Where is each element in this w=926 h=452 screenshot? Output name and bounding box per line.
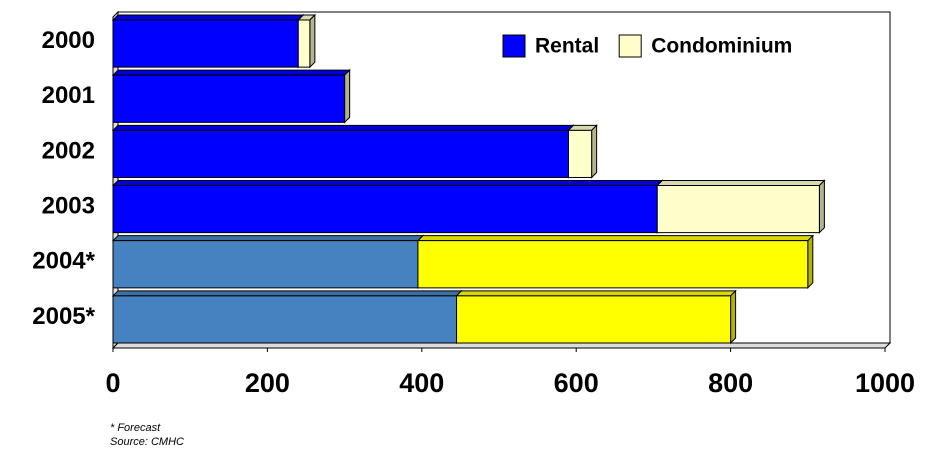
- bar-segment: [111, 124, 575, 179]
- bar-segment: [567, 124, 598, 179]
- bar-face: [455, 290, 737, 297]
- x-tick-label: 800: [708, 368, 753, 398]
- legend-swatch: [502, 34, 526, 58]
- bar-face: [456, 295, 732, 344]
- bar-face: [111, 235, 425, 242]
- bar-face: [807, 234, 814, 290]
- bar-face: [112, 185, 658, 234]
- y-tick-label: 2004*: [32, 248, 95, 275]
- y-tick-label: 2000: [42, 27, 95, 54]
- bar-face: [730, 289, 737, 345]
- bar-face: [417, 240, 809, 289]
- bar-face: [567, 129, 593, 178]
- bar-segment: [111, 234, 425, 290]
- y-tick-label: 2001: [42, 82, 95, 109]
- bar-face: [818, 179, 825, 234]
- x-tick-label: 200: [245, 368, 290, 398]
- bar-face: [591, 124, 598, 179]
- x-tick-label: 0: [105, 368, 120, 398]
- bar-face: [416, 235, 815, 242]
- footnote: * Forecast: [110, 422, 161, 434]
- bar-face: [112, 295, 458, 344]
- x-tick-label: 1000: [855, 368, 915, 398]
- bar-face: [111, 124, 575, 131]
- bar-segment: [111, 179, 664, 234]
- bar-face: [344, 68, 351, 124]
- bar-segment: [111, 289, 463, 345]
- bar-face: [112, 74, 346, 123]
- bar-face: [112, 19, 299, 68]
- legend-label: Rental: [535, 35, 599, 58]
- bar-face: [111, 14, 305, 21]
- bar-segment: [455, 289, 737, 345]
- bar-segment: [111, 13, 305, 69]
- x-tick-label: 600: [554, 368, 599, 398]
- bar-segment: [416, 234, 815, 290]
- source: Source: CMHC: [110, 436, 184, 448]
- bar-face: [656, 185, 820, 234]
- bar-face: [297, 19, 311, 68]
- bar-segment: [297, 13, 317, 69]
- y-tick-label: 2005*: [32, 303, 95, 330]
- bar-face: [112, 240, 419, 289]
- bar-segment: [111, 68, 351, 124]
- bar-face: [112, 129, 569, 178]
- y-tick-label: 2003: [42, 192, 95, 219]
- bar-face: [309, 13, 316, 69]
- y-tick-label: 2002: [42, 137, 95, 164]
- floor: [111, 342, 892, 349]
- bar-face: [111, 69, 351, 76]
- bar-face: [656, 180, 826, 186]
- bar-segment: [656, 179, 826, 234]
- bar-face: [111, 290, 463, 297]
- legend-swatch: [618, 34, 642, 58]
- legend-label: Condominium: [651, 35, 792, 58]
- bar-face: [111, 180, 664, 186]
- bar-segment: [344, 68, 351, 124]
- x-tick-label: 400: [399, 368, 444, 398]
